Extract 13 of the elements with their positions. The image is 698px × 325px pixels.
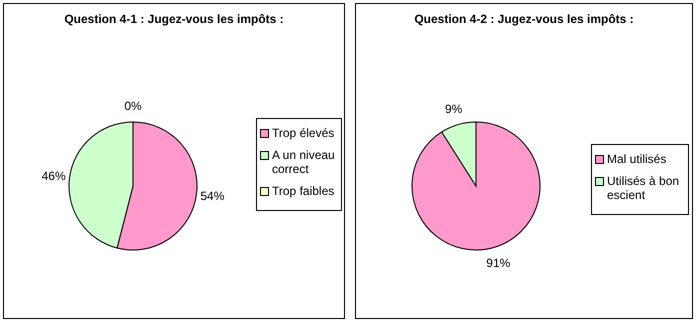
legend-label: A un niveau correct	[272, 148, 336, 176]
data-label: 9%	[445, 102, 463, 116]
data-label: 54%	[200, 189, 225, 204]
legend-label: Utilisés à bon escient	[607, 174, 680, 202]
legend-label: Mal utilisés	[607, 152, 666, 166]
data-label: 46%	[42, 168, 66, 183]
data-label: 91%	[486, 256, 511, 270]
chart-title: Question 4-1 : Jugez-vous les impôts :	[63, 12, 285, 26]
legend-label: Trop faibles	[272, 184, 334, 198]
text: 0%	[124, 99, 142, 113]
legend-label: Trop élevés	[272, 126, 334, 140]
chart-title: Question 4-2 : Jugez-vous les impôts :	[413, 12, 635, 26]
pie-slice	[412, 122, 540, 250]
